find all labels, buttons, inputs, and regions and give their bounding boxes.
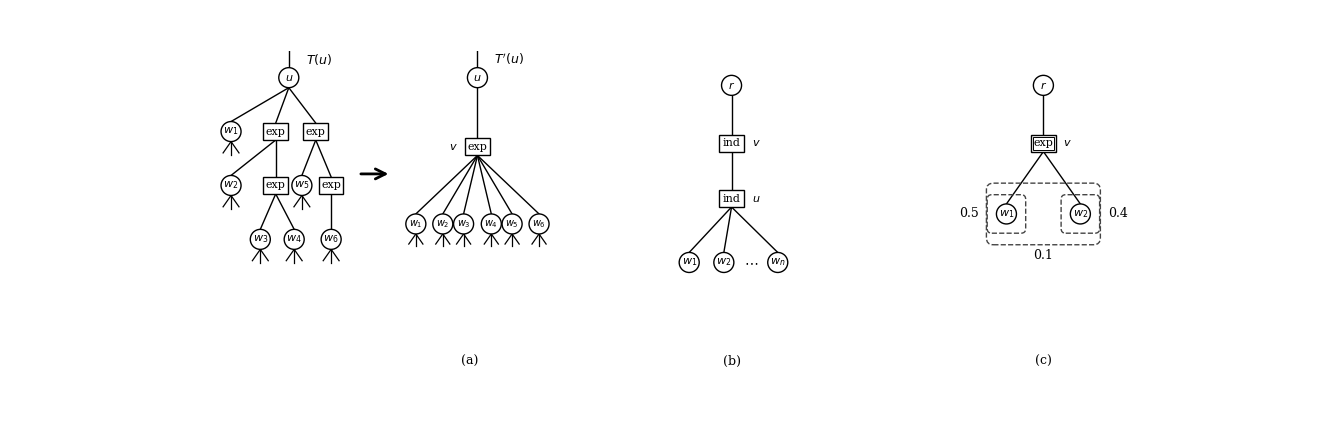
Circle shape <box>714 252 734 272</box>
Text: $w_5$: $w_5$ <box>294 180 310 191</box>
Text: exp: exp <box>306 127 326 136</box>
Circle shape <box>221 121 241 142</box>
Text: $w_2$: $w_2$ <box>223 180 239 191</box>
Text: $u$: $u$ <box>284 73 294 83</box>
Text: $u$: $u$ <box>473 73 481 83</box>
Text: $T'(u)$: $T'(u)$ <box>494 51 524 67</box>
FancyBboxPatch shape <box>1031 135 1055 151</box>
Text: (c): (c) <box>1035 355 1051 368</box>
FancyBboxPatch shape <box>719 135 744 151</box>
Circle shape <box>453 214 473 234</box>
Text: $w_6$: $w_6$ <box>323 233 339 245</box>
FancyBboxPatch shape <box>263 177 288 194</box>
Text: $r$: $r$ <box>1039 80 1047 91</box>
Text: ind: ind <box>723 193 740 203</box>
Circle shape <box>1070 204 1090 224</box>
Text: exp: exp <box>1034 138 1054 148</box>
Circle shape <box>405 214 425 234</box>
Text: $w_n$: $w_n$ <box>769 257 785 269</box>
Text: $w_2$: $w_2$ <box>436 218 449 230</box>
Text: exp: exp <box>266 127 286 136</box>
Text: $w_6$: $w_6$ <box>532 218 546 230</box>
Text: exp: exp <box>322 181 342 190</box>
Circle shape <box>433 214 453 234</box>
Circle shape <box>284 230 304 249</box>
Text: 0.5: 0.5 <box>960 208 978 221</box>
Circle shape <box>292 175 312 196</box>
Text: $w_5$: $w_5$ <box>505 218 518 230</box>
Text: $w_3$: $w_3$ <box>253 233 268 245</box>
FancyBboxPatch shape <box>319 177 343 194</box>
Text: $v$: $v$ <box>449 142 457 152</box>
Text: $r$: $r$ <box>728 80 735 91</box>
Circle shape <box>250 230 270 249</box>
Circle shape <box>481 214 501 234</box>
Circle shape <box>322 230 342 249</box>
Text: $w_1$: $w_1$ <box>999 208 1014 220</box>
Text: 0.1: 0.1 <box>1034 249 1054 263</box>
Circle shape <box>221 175 241 196</box>
Text: ind: ind <box>723 138 740 148</box>
Text: 0.4: 0.4 <box>1108 208 1128 221</box>
Text: exp: exp <box>266 181 286 190</box>
Circle shape <box>768 252 788 272</box>
Text: $w_4$: $w_4$ <box>484 218 498 230</box>
FancyBboxPatch shape <box>263 123 288 140</box>
Text: $T(u)$: $T(u)$ <box>306 52 332 67</box>
Text: (a): (a) <box>461 355 478 368</box>
Circle shape <box>529 214 549 234</box>
FancyBboxPatch shape <box>719 190 744 207</box>
FancyBboxPatch shape <box>303 123 328 140</box>
Text: (b): (b) <box>723 355 740 368</box>
Text: $w_1$: $w_1$ <box>682 257 696 269</box>
Text: $w_2$: $w_2$ <box>1073 208 1088 220</box>
Circle shape <box>502 214 522 234</box>
Text: $\cdots$: $\cdots$ <box>744 255 758 269</box>
Circle shape <box>1034 76 1054 95</box>
Circle shape <box>468 68 488 88</box>
Text: $w_3$: $w_3$ <box>457 218 470 230</box>
Circle shape <box>722 76 742 95</box>
Text: $v$: $v$ <box>752 138 760 148</box>
Text: $v$: $v$ <box>1063 138 1073 148</box>
Text: $w_2$: $w_2$ <box>716 257 731 269</box>
Circle shape <box>279 68 299 88</box>
Text: $w_1$: $w_1$ <box>409 218 423 230</box>
Text: $u$: $u$ <box>752 193 760 203</box>
FancyBboxPatch shape <box>465 139 490 155</box>
Text: $w_1$: $w_1$ <box>223 126 239 137</box>
Circle shape <box>997 204 1017 224</box>
Text: exp: exp <box>468 142 488 152</box>
Text: $w_4$: $w_4$ <box>286 233 302 245</box>
Circle shape <box>679 252 699 272</box>
